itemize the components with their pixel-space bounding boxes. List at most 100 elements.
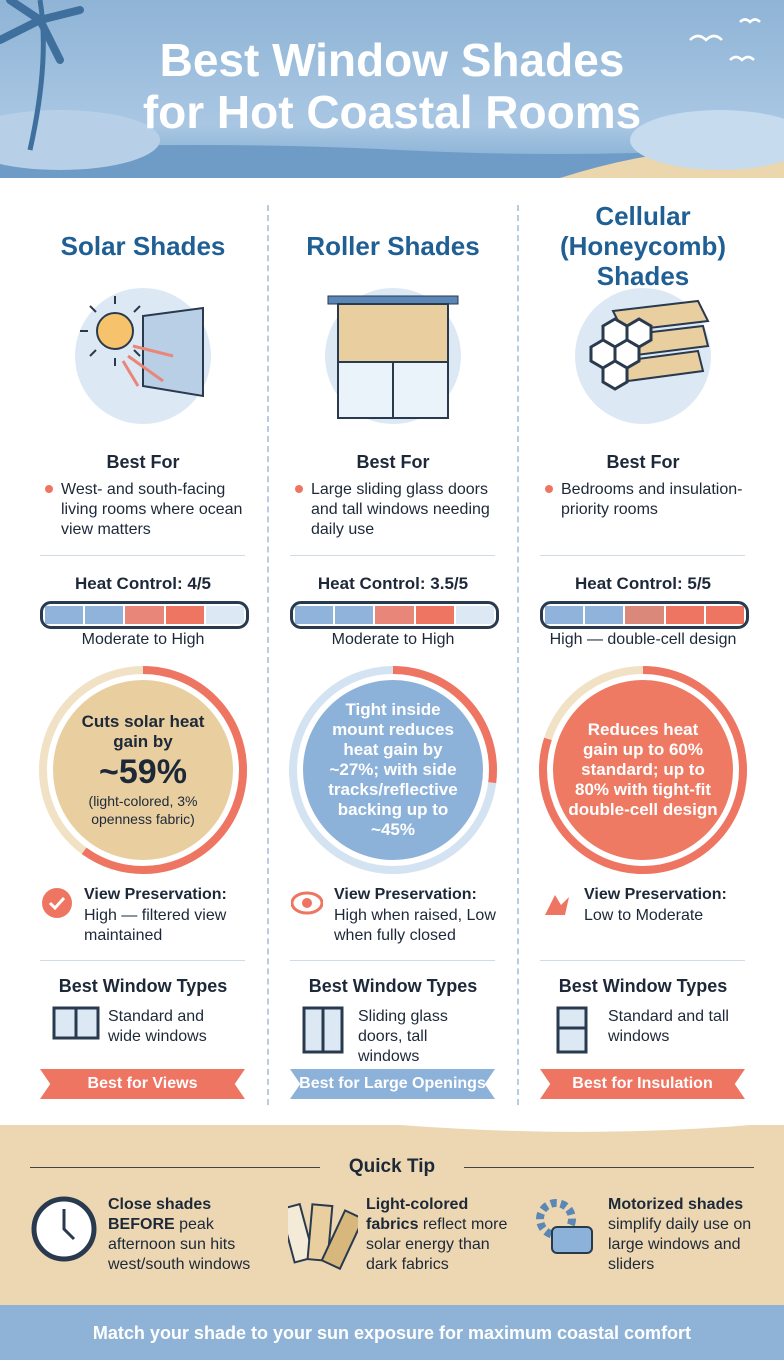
tip-icon-svg — [31, 1196, 97, 1262]
badge: Best for Large Openings — [290, 1069, 495, 1099]
rule — [290, 555, 495, 556]
tip-icon-svg — [536, 1199, 593, 1254]
window-icon — [552, 1006, 602, 1054]
heat-control: Heat Control: 5/5 — [574, 574, 712, 593]
best-for-text: Bedrooms and insulation-priority rooms — [561, 481, 743, 518]
stat-line: Tight inside mount reduces heat gain by … — [328, 700, 458, 839]
tip-icon — [279, 1195, 365, 1271]
tip-icon — [530, 1195, 600, 1270]
heat-segment — [455, 606, 495, 624]
best-for-heading: Best For — [606, 452, 680, 472]
footer-bg — [0, 1305, 784, 1360]
heat-segment — [45, 606, 84, 624]
heat-segment — [295, 606, 334, 624]
tip-bold: Close shades BEFORE — [108, 1196, 212, 1233]
best-for-heading: Best For — [356, 452, 430, 472]
tip-text: reflect more solar energy than dark fabr… — [366, 1216, 508, 1273]
best-for-text: Large sliding glass doors and tall windo… — [311, 481, 490, 538]
tip-text: simplify daily use on large windows and … — [608, 1216, 752, 1273]
window-icon — [52, 1006, 102, 1054]
heat-level: Moderate to High — [81, 631, 205, 648]
window-text: Standard and wide windows — [108, 1008, 207, 1045]
column-name: Cellular (Honeycomb) Shades — [533, 198, 753, 293]
column-name-text: Solar Shades — [60, 230, 226, 261]
view-icon — [541, 887, 573, 919]
window-icon — [302, 1006, 352, 1054]
window-heading: Best Window Types — [58, 976, 228, 996]
tip-bold: Motorized shades — [608, 1196, 744, 1213]
shade-icon — [323, 286, 463, 426]
wave — [0, 1110, 784, 1132]
view-text: High — filtered view maintained — [84, 907, 227, 944]
divider — [517, 205, 519, 1105]
view-icon — [41, 887, 73, 919]
heat-bar — [40, 601, 249, 629]
heat-bar — [290, 601, 499, 629]
window-heading: Best Window Types — [558, 976, 728, 996]
tip-bg — [0, 1125, 784, 1310]
view-icon-svg — [42, 888, 72, 918]
heat-level: Moderate to High — [331, 631, 455, 648]
view-heading: View Preservation: — [334, 886, 477, 903]
stat-ring — [38, 665, 248, 875]
stat-text: Reduces heat gain up to 60% standard; up… — [568, 690, 718, 850]
stat-ring-svg — [539, 666, 747, 874]
heat-segment — [85, 606, 124, 624]
tip: Motorized shades simplify daily use on l… — [608, 1195, 758, 1275]
tip-icon — [30, 1195, 100, 1270]
column-name-text: Cellular (Honeycomb) Shades — [559, 200, 727, 291]
column-name-text: Roller Shades — [306, 230, 480, 261]
title-line: for Hot Coastal Rooms — [142, 86, 642, 138]
stat-ring-svg — [39, 666, 247, 874]
rule — [40, 960, 245, 961]
heat-segment — [545, 606, 584, 624]
tip: Close shades BEFORE peak afternoon sun h… — [108, 1195, 273, 1275]
heat-control: Heat Control: 4/5 — [74, 574, 212, 593]
rule — [464, 1167, 754, 1168]
shade-icon — [73, 286, 213, 426]
badge-text: Best for Large Openings — [299, 1075, 486, 1092]
stat-ring-svg — [289, 666, 497, 874]
best-for-text: West- and south-facing living rooms wher… — [61, 481, 243, 538]
view-heading: View Preservation: — [584, 886, 727, 903]
heat-segment — [205, 606, 245, 624]
heat-segment — [375, 606, 414, 624]
best-for-heading: Best For — [106, 452, 180, 472]
column-name: Roller Shades — [283, 198, 503, 293]
bullet — [545, 485, 553, 493]
stat-text: Cuts solar heat gain by ~59% (light-colore… — [68, 690, 218, 850]
header-art — [0, 0, 784, 178]
bullet — [45, 485, 53, 493]
heat-segment — [625, 606, 664, 624]
rule — [540, 960, 745, 961]
heat-segment — [585, 606, 624, 624]
title-line: Best Window Shades — [159, 34, 625, 86]
window-text: Sliding glass doors, tall windows — [358, 1008, 448, 1065]
tip-heading: Quick Tip — [348, 1156, 436, 1177]
badge-text: Best for Views — [87, 1075, 198, 1092]
window-icon-svg — [556, 1006, 588, 1054]
view-icon-svg — [545, 895, 569, 915]
badge: Best for Views — [40, 1069, 245, 1099]
window-icon-svg — [302, 1006, 344, 1054]
window-icon-svg — [52, 1006, 100, 1040]
heat-segment — [705, 606, 745, 624]
bullet — [295, 485, 303, 493]
window-text: Standard and tall windows — [608, 1008, 729, 1045]
stat-line: (light-colored, 3% openness fabric) — [88, 793, 198, 827]
badge: Best for Insulation — [540, 1069, 745, 1099]
heat-segment — [335, 606, 374, 624]
heat-segment — [125, 606, 164, 624]
heat-level: High — double-cell design — [549, 631, 737, 648]
stat-line: Cuts solar heat gain by — [81, 712, 205, 751]
tip-text: peak afternoon sun hits west/south windo… — [108, 1216, 251, 1273]
view-text: High when raised, Low when fully closed — [334, 907, 496, 944]
rule — [290, 960, 495, 961]
heat-segment — [165, 606, 204, 624]
heat-segment — [415, 606, 454, 624]
stat-line: ~59% — [99, 753, 187, 791]
shade-icon — [573, 286, 713, 426]
tip-icon-svg — [279, 1202, 365, 1271]
rule — [540, 555, 745, 556]
heat-bar — [540, 601, 749, 629]
